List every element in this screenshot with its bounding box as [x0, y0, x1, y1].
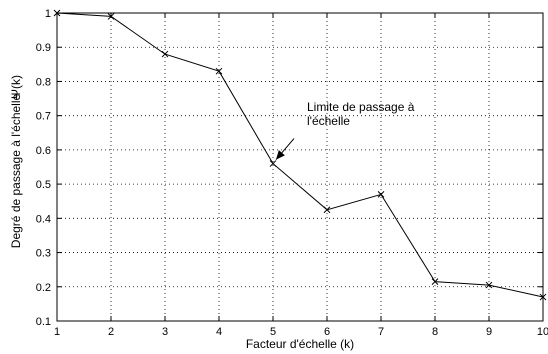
- data-point-marker: [539, 293, 547, 301]
- annotation-text-line-1: Limite de passage à: [307, 100, 415, 114]
- x-tick-label: 8: [432, 326, 438, 338]
- y-axis-label: Degré de passage à l'échelle: [9, 93, 23, 248]
- y-tick-label: 0.8: [36, 76, 51, 88]
- plot-frame: [56, 12, 544, 322]
- data-point-marker: [215, 67, 223, 75]
- y-tick-label: 0.5: [36, 179, 51, 191]
- x-tick-label: 4: [216, 326, 222, 338]
- y-tick-label: 0.6: [36, 145, 51, 157]
- data-point-marker: [53, 9, 61, 17]
- x-tick-label: 10: [537, 326, 548, 338]
- x-tick-label: 9: [486, 326, 492, 338]
- annotation-text-line-2: l'échelle: [307, 114, 350, 128]
- y-tick-label: 1: [45, 8, 51, 20]
- y-tick-label: 0.1: [36, 316, 51, 328]
- x-tick-label: 5: [270, 326, 276, 338]
- y-axis-symbol-label: Ψ(k): [9, 75, 23, 99]
- x-tick-label: 2: [108, 326, 114, 338]
- series-line: [56, 12, 544, 298]
- data-point-marker: [485, 281, 493, 289]
- series-markers: [53, 9, 547, 301]
- data-point-marker: [269, 160, 277, 167]
- grid-lines: [57, 13, 543, 321]
- annotation-arrowhead: [276, 150, 285, 160]
- y-tick-label: 0.7: [36, 111, 51, 123]
- ticks: 1 2 3 4 5 6 7 8 9 10 0.1 0.2 0.3 0.4 0.5 0.6 0.7 0.8 0.9 1: [36, 8, 548, 338]
- x-tick-label: 1: [54, 326, 60, 338]
- x-tick-label: 7: [378, 326, 384, 338]
- y-tick-label: 0.9: [36, 42, 51, 54]
- data-point-marker: [107, 13, 115, 20]
- data-point-marker: [431, 278, 439, 285]
- y-tick-label: 0.4: [36, 213, 51, 225]
- data-point-marker: [161, 50, 169, 58]
- x-tick-label: 6: [324, 326, 330, 338]
- data-point-marker: [377, 191, 385, 198]
- annotation: Limite de passage à l'échelle: [275, 100, 415, 160]
- y-tick-label: 0.2: [36, 282, 51, 294]
- x-axis-label: Facteur d'échelle (k): [246, 337, 354, 351]
- x-tick-label: 3: [162, 326, 168, 338]
- data-point-marker: [323, 206, 331, 214]
- y-tick-label: 0.3: [36, 248, 51, 260]
